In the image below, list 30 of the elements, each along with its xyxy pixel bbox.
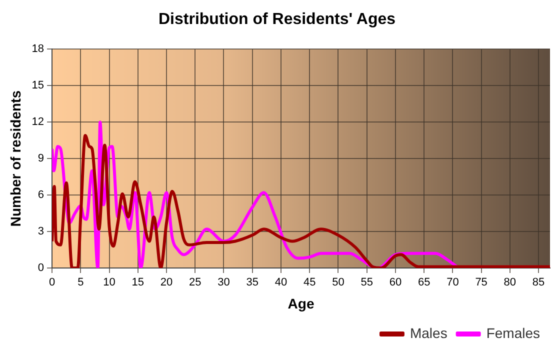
x-tick-label: 25 [189,276,202,289]
x-tick-label: 45 [303,276,316,289]
y-tick-label: 6 [38,189,44,202]
x-tick-label: 15 [132,276,144,289]
y-axis-title: Number of residents [7,90,24,227]
y-tick-label: 18 [32,43,44,56]
y-tick-label: 0 [38,262,44,274]
x-tick-label: 80 [504,276,516,289]
x-tick-label: 75 [475,276,488,289]
x-tick-label: 85 [532,276,545,289]
chart-title: Distribution of Residents' Ages [158,11,396,28]
x-tick-label: 55 [360,276,373,289]
x-tick-label: 60 [389,276,402,289]
x-tick-label: 40 [274,276,288,289]
x-axis-title: Age [288,295,314,312]
x-tick-label: 30 [218,276,230,289]
legend-label: Males [410,324,448,341]
x-tick-label: 50 [332,276,344,289]
x-tick-label: 70 [446,276,459,289]
x-tick-label: 5 [78,276,84,289]
x-tick-label: 20 [160,276,173,289]
x-tick-label: 65 [418,276,430,289]
y-tick-label: 12 [32,116,44,128]
y-tick-label: 9 [38,152,44,165]
x-tick-label: 35 [246,276,258,289]
y-tick-label: 15 [32,80,44,92]
x-tick-label: 0 [48,276,56,289]
x-tick-label: 10 [103,276,116,289]
y-tick-label: 3 [38,226,44,238]
legend-label: Females [486,324,540,341]
